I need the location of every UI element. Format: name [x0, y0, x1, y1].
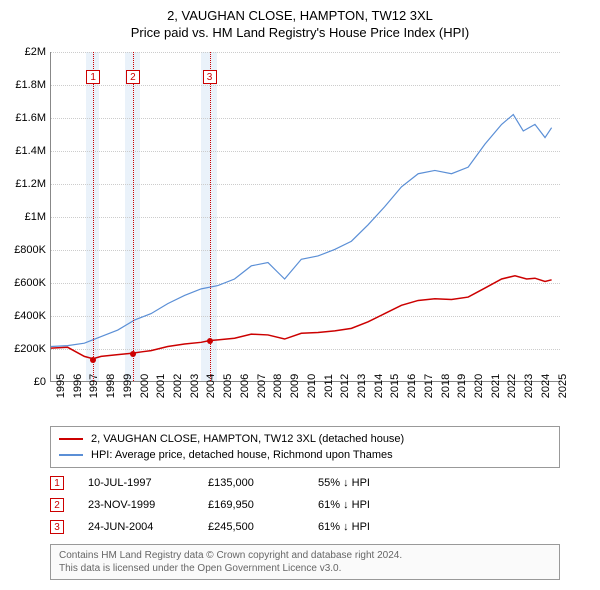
sales-marker-box: 3 — [50, 520, 64, 534]
sale-dot — [90, 357, 96, 363]
series-hpi — [51, 115, 552, 347]
xtick-label: 2024 — [540, 374, 552, 398]
legend-row: HPI: Average price, detached house, Rich… — [59, 447, 551, 463]
xtick-label: 2000 — [139, 374, 151, 398]
chart-footer: Contains HM Land Registry data © Crown c… — [50, 544, 560, 580]
xtick-label: 2021 — [490, 374, 502, 398]
xtick-label: 2025 — [557, 374, 569, 398]
sales-row: 2 23-NOV-1999£169,95061% ↓ HPI — [50, 494, 428, 516]
sale-vline — [93, 52, 94, 381]
xtick-label: 2015 — [389, 374, 401, 398]
xtick-label: 1995 — [55, 374, 67, 398]
sale-vline — [210, 52, 211, 381]
ytick-label: £600K — [0, 277, 46, 289]
ytick-label: £1.6M — [0, 112, 46, 124]
sales-row: 3 24-JUN-2004£245,50061% ↓ HPI — [50, 516, 428, 538]
ytick-label: £1.8M — [0, 79, 46, 91]
legend-swatch — [59, 454, 83, 456]
sales-marker-box: 1 — [50, 476, 64, 490]
sales-price: £135,000 — [208, 477, 318, 489]
xtick-label: 2006 — [239, 374, 251, 398]
xtick-label: 2001 — [155, 374, 167, 398]
legend-row: 2, VAUGHAN CLOSE, HAMPTON, TW12 3XL (det… — [59, 431, 551, 447]
sales-date: 23-NOV-1999 — [88, 499, 208, 511]
xtick-label: 1998 — [105, 374, 117, 398]
xtick-label: 2005 — [222, 374, 234, 398]
xtick-label: 2013 — [356, 374, 368, 398]
xtick-label: 2014 — [373, 374, 385, 398]
ytick-label: £1.4M — [0, 145, 46, 157]
chart-title-line1: 2, VAUGHAN CLOSE, HAMPTON, TW12 3XL — [0, 8, 600, 23]
xtick-label: 2017 — [423, 374, 435, 398]
sales-pct: 61% ↓ HPI — [318, 499, 428, 511]
ytick-label: £0 — [0, 376, 46, 388]
legend-label: HPI: Average price, detached house, Rich… — [91, 449, 393, 461]
sales-pct: 55% ↓ HPI — [318, 477, 428, 489]
sales-marker-box: 2 — [50, 498, 64, 512]
chart-title-line2: Price paid vs. HM Land Registry's House … — [0, 25, 600, 40]
legend-swatch — [59, 438, 83, 440]
xtick-label: 2011 — [323, 374, 335, 398]
xtick-label: 2003 — [189, 374, 201, 398]
sales-date: 24-JUN-2004 — [88, 521, 208, 533]
chart-title-block: 2, VAUGHAN CLOSE, HAMPTON, TW12 3XL Pric… — [0, 0, 600, 42]
xtick-label: 2009 — [289, 374, 301, 398]
sales-pct: 61% ↓ HPI — [318, 521, 428, 533]
xtick-label: 2010 — [306, 374, 318, 398]
xtick-label: 2008 — [272, 374, 284, 398]
sale-marker-box: 1 — [86, 70, 100, 84]
sales-table: 1 10-JUL-1997£135,00055% ↓ HPI 2 23-NOV-199… — [50, 472, 428, 538]
series-property — [51, 276, 552, 359]
sale-dot — [207, 338, 213, 344]
sales-price: £245,500 — [208, 521, 318, 533]
sales-date: 10-JUL-1997 — [88, 477, 208, 489]
sale-marker-box: 2 — [126, 70, 140, 84]
xtick-label: 1996 — [72, 374, 84, 398]
sale-vline — [133, 52, 134, 381]
ytick-label: £200K — [0, 343, 46, 355]
xtick-label: 2012 — [339, 374, 351, 398]
legend-label: 2, VAUGHAN CLOSE, HAMPTON, TW12 3XL (det… — [91, 433, 404, 445]
xtick-label: 2016 — [406, 374, 418, 398]
xtick-label: 2022 — [506, 374, 518, 398]
xtick-label: 2023 — [523, 374, 535, 398]
sales-price: £169,950 — [208, 499, 318, 511]
chart-legend: 2, VAUGHAN CLOSE, HAMPTON, TW12 3XL (det… — [50, 426, 560, 468]
chart-plot-area: £0£200K£400K£600K£800K£1M£1.2M£1.4M£1.6M… — [50, 52, 560, 382]
xtick-label: 2002 — [172, 374, 184, 398]
xtick-label: 2020 — [473, 374, 485, 398]
sales-row: 1 10-JUL-1997£135,00055% ↓ HPI — [50, 472, 428, 494]
ytick-label: £2M — [0, 46, 46, 58]
xtick-label: 2019 — [456, 374, 468, 398]
chart-svg — [51, 52, 560, 381]
xtick-label: 1997 — [88, 374, 100, 398]
footer-line1: Contains HM Land Registry data © Crown c… — [59, 549, 551, 562]
xtick-label: 2018 — [440, 374, 452, 398]
sale-marker-box: 3 — [203, 70, 217, 84]
ytick-label: £1.2M — [0, 178, 46, 190]
sale-dot — [130, 351, 136, 357]
footer-line2: This data is licensed under the Open Gov… — [59, 562, 551, 575]
xtick-label: 2004 — [205, 374, 217, 398]
ytick-label: £1M — [0, 211, 46, 223]
ytick-label: £400K — [0, 310, 46, 322]
ytick-label: £800K — [0, 244, 46, 256]
xtick-label: 2007 — [256, 374, 268, 398]
